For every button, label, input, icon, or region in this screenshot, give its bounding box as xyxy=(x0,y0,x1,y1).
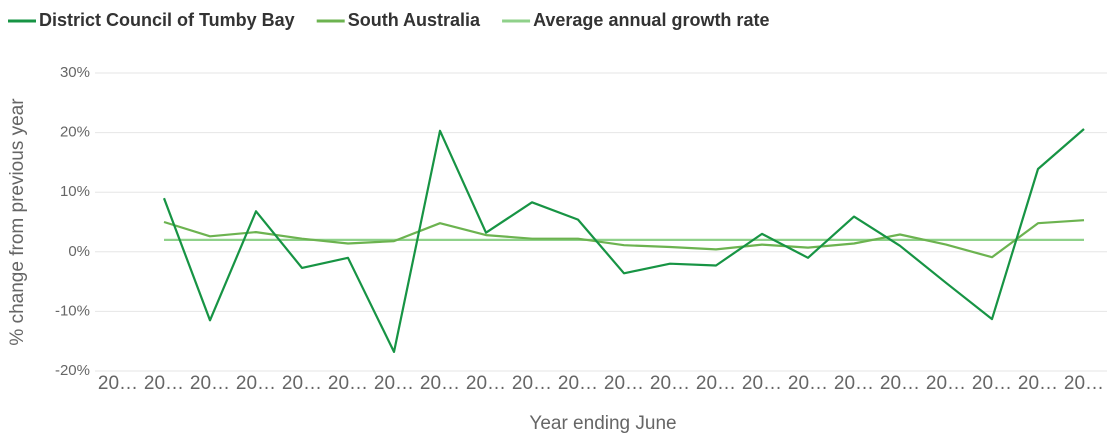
y-axis-title: % change from previous year xyxy=(7,98,28,346)
x-tick-label: 20… xyxy=(98,373,138,394)
x-tick-label: 20… xyxy=(604,373,644,394)
x-tick-label: 20… xyxy=(834,373,874,394)
x-tick-label: 20… xyxy=(328,373,368,394)
y-tick-label: 30% xyxy=(60,64,90,81)
legend-label: District Council of Tumby Bay xyxy=(39,10,295,30)
y-tick-label: 20% xyxy=(60,124,90,141)
y-tick-label: 10% xyxy=(60,183,90,200)
x-tick-label: 20… xyxy=(742,373,782,394)
x-tick-label: 20… xyxy=(788,373,828,394)
x-tick-label: 20… xyxy=(1064,373,1104,394)
x-tick-label: 20… xyxy=(1018,373,1058,394)
legend: District Council of Tumby Bay South Austr… xyxy=(8,10,769,30)
x-axis-title: Year ending June xyxy=(529,413,676,434)
y-tick-label: -10% xyxy=(55,302,90,319)
x-tick-label: 20… xyxy=(926,373,966,394)
series-line xyxy=(163,219,1085,259)
x-tick-label: 20… xyxy=(650,373,690,394)
x-tick-label: 20… xyxy=(972,373,1012,394)
x-tick-label: 20… xyxy=(282,373,322,394)
x-tick-label: 20… xyxy=(880,373,920,394)
y-tick-label: -20% xyxy=(55,362,90,379)
legend-label: South Australia xyxy=(348,10,481,30)
x-tick-label: 20… xyxy=(558,373,598,394)
x-tick-label: 20… xyxy=(420,373,460,394)
series-line xyxy=(162,128,1085,353)
x-tick-label: 20… xyxy=(696,373,736,394)
legend-label: Average annual growth rate xyxy=(533,10,769,30)
y-tick-label: 0% xyxy=(68,243,90,260)
x-tick-label: 20… xyxy=(144,373,184,394)
x-tick-label: 20… xyxy=(512,373,552,394)
x-tick-label: 20… xyxy=(374,373,414,394)
x-tick-label: 20… xyxy=(236,373,276,394)
x-tick-label: 20… xyxy=(190,373,230,394)
x-tick-label: 20… xyxy=(466,373,506,394)
